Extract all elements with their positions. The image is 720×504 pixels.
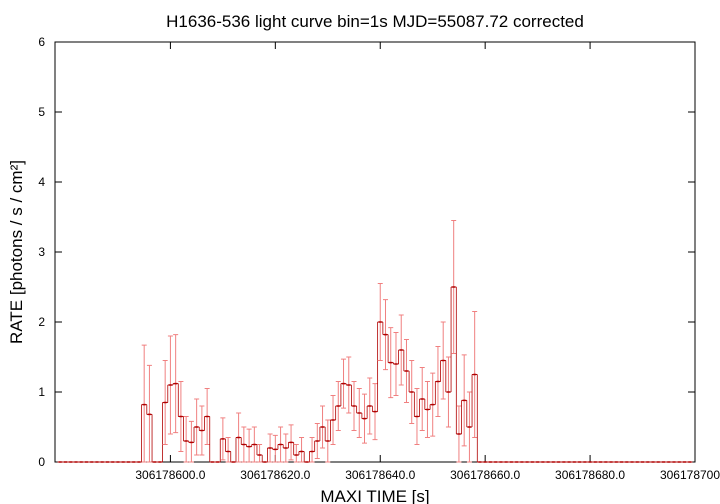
- error-bar: [257, 444, 263, 463]
- error-bar: [141, 344, 147, 463]
- x-axis-label: MAXI TIME [s]: [320, 487, 429, 504]
- y-tick-label: 6: [38, 35, 45, 49]
- x-tick-label: 306178700.0: [660, 468, 720, 482]
- chart-title: H1636-536 light curve bin=1s MJD=55087.7…: [166, 12, 584, 31]
- y-tick-label: 2: [38, 315, 45, 329]
- y-tick-label: 0: [38, 455, 45, 469]
- error-bar: [309, 437, 315, 463]
- x-tick-label: 306178660.0: [450, 468, 520, 482]
- y-tick-label: 5: [38, 105, 45, 119]
- y-tick-label: 4: [38, 175, 45, 189]
- y-axis-label: RATE [photons / s / cm²]: [7, 160, 26, 344]
- y-tick-label: 3: [38, 245, 45, 259]
- error-bar: [225, 437, 231, 463]
- error-bar: [293, 444, 299, 463]
- error-bar: [246, 428, 252, 463]
- x-tick-label: 306178620.0: [240, 468, 310, 482]
- y-tick-label: 1: [38, 385, 45, 399]
- error-bar: [299, 437, 305, 463]
- error-bar: [183, 416, 189, 463]
- x-tick-label: 306178600.0: [135, 468, 205, 482]
- x-tick-label: 306178640.0: [345, 468, 415, 482]
- x-tick-label: 306178680.0: [555, 468, 625, 482]
